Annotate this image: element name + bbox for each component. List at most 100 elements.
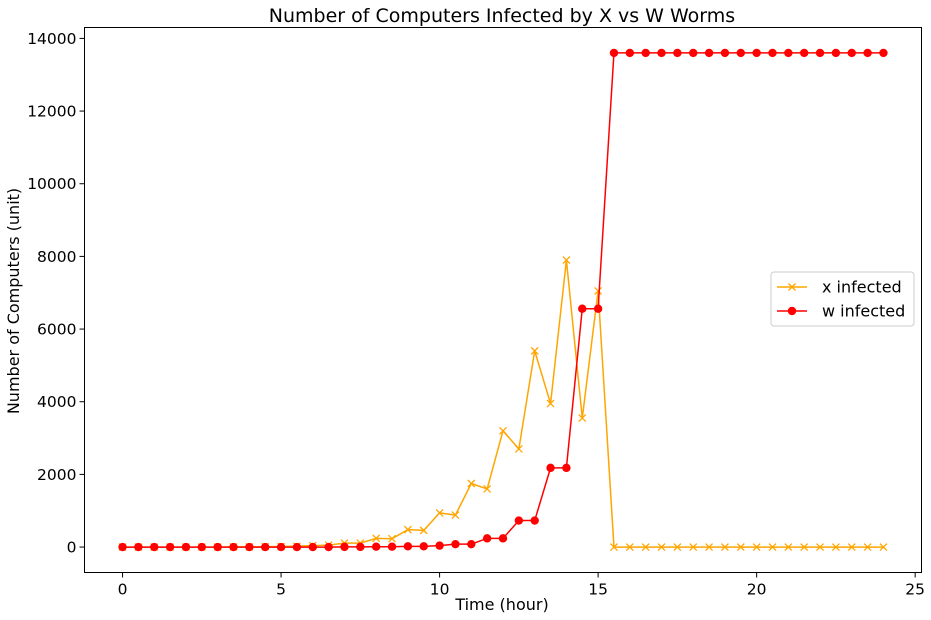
plot-area-frame: [84, 27, 922, 573]
data-point-w-infected: [704, 48, 714, 58]
y-tick-label: 2000: [37, 466, 76, 484]
data-point-w-infected: [514, 516, 524, 525]
data-point-w-infected: [578, 304, 587, 313]
data-point-x-infected: [419, 526, 428, 535]
legend-marker-w-infected: [787, 306, 797, 316]
data-point-w-infected: [641, 48, 650, 58]
data-point-w-infected: [245, 542, 254, 552]
x-axis-label: Time (hour): [454, 595, 548, 614]
data-point-x-infected: [831, 543, 840, 552]
data-point-w-infected: [689, 48, 698, 58]
y-tick-label: 4000: [37, 393, 76, 411]
data-point-w-infected: [657, 48, 666, 58]
axis-ticks: 0 5 10 15 20 25 0 2000 4000 6000 8000 10000 12000 140…: [27, 30, 925, 599]
data-point-w-infected: [847, 48, 856, 58]
legend-label-w-infected: w infected: [822, 302, 905, 321]
data-point-w-infected: [181, 542, 191, 552]
data-point-w-infected: [498, 534, 508, 543]
y-tick-label: 6000: [37, 321, 76, 339]
data-point-w-infected: [831, 48, 841, 58]
data-point-w-infected: [340, 542, 349, 552]
data-point-w-infected: [387, 542, 397, 551]
data-point-x-infected: [863, 543, 872, 552]
data-point-w-infected: [261, 542, 270, 552]
data-point-x-infected: [530, 346, 539, 355]
y-tick-label: 8000: [37, 248, 76, 266]
data-point-x-infected: [594, 286, 603, 295]
data-point-w-infected: [308, 542, 317, 552]
data-point-w-infected: [435, 541, 444, 550]
data-point-w-infected: [625, 48, 635, 58]
data-point-w-infected: [213, 542, 222, 552]
data-point-w-infected: [530, 516, 539, 525]
data-point-x-infected: [483, 484, 492, 493]
data-point-x-infected: [657, 543, 666, 552]
data-point-w-infected: [118, 542, 127, 552]
data-point-x-infected: [499, 426, 507, 435]
x-tick-label: 0: [118, 581, 128, 599]
data-point-w-infected: [371, 542, 381, 551]
legend: x infected w infected: [770, 271, 915, 327]
data-point-w-infected: [482, 534, 492, 543]
data-point-w-infected: [720, 48, 730, 58]
data-point-w-infected: [879, 48, 888, 58]
data-point-w-infected: [165, 542, 175, 552]
x-tick-label: 15: [588, 581, 608, 599]
data-point-x-infected: [467, 479, 476, 488]
data-point-x-infected: [784, 543, 793, 552]
legend-item-x-infected: x infected: [777, 278, 902, 297]
data-point-x-infected: [578, 414, 587, 423]
data-point-x-infected: [514, 445, 523, 453]
data-point-w-infected: [736, 48, 745, 58]
data-point-x-infected: [388, 534, 396, 543]
data-point-x-infected: [403, 525, 412, 534]
data-point-x-infected: [800, 543, 809, 552]
data-point-x-infected: [752, 543, 761, 552]
data-point-w-infected: [768, 48, 777, 58]
data-point-x-infected: [736, 543, 745, 552]
data-point-w-infected: [150, 542, 159, 552]
data-point-w-infected: [276, 542, 286, 552]
data-point-x-infected: [673, 543, 682, 552]
data-point-x-infected: [705, 543, 714, 552]
data-point-x-infected: [451, 511, 460, 520]
data-point-x-infected: [879, 543, 888, 552]
y-tick-label: 0: [67, 539, 77, 557]
chart-title: Number of Computers Infected by X vs W W…: [269, 5, 735, 27]
data-point-w-infected: [752, 48, 761, 58]
data-point-w-infected: [546, 463, 555, 473]
series-w-infected: [118, 48, 888, 552]
data-point-x-infected: [372, 534, 381, 543]
data-point-x-infected: [546, 399, 555, 408]
data-point-x-infected: [768, 543, 777, 552]
data-point-w-infected: [467, 539, 476, 549]
x-tick-label: 25: [905, 581, 925, 599]
data-point-x-infected: [689, 543, 698, 552]
y-tick-label: 14000: [27, 30, 76, 48]
data-point-w-infected: [356, 542, 365, 552]
y-tick-label: 10000: [27, 175, 76, 193]
data-point-x-infected: [720, 543, 729, 552]
data-point-x-infected: [847, 543, 856, 552]
data-point-w-infected: [784, 48, 793, 58]
data-point-w-infected: [134, 542, 143, 552]
legend-label-x-infected: x infected: [822, 278, 902, 297]
data-point-x-infected: [816, 543, 825, 552]
data-point-w-infected: [292, 542, 302, 552]
data-point-w-infected: [562, 463, 571, 473]
legend-box: [770, 271, 915, 327]
legend-marker-x-infected: [788, 283, 796, 291]
data-point-w-infected: [815, 48, 825, 58]
data-point-x-infected: [610, 543, 618, 552]
x-tick-label: 10: [430, 581, 450, 599]
data-point-w-infected: [799, 48, 809, 58]
data-point-w-infected: [609, 48, 619, 58]
data-point-w-infected: [451, 539, 460, 549]
x-tick-label: 20: [747, 581, 767, 599]
data-point-w-infected: [324, 542, 333, 552]
data-point-x-infected: [435, 508, 444, 517]
data-point-w-infected: [403, 542, 413, 551]
data-point-x-infected: [641, 543, 650, 552]
series-layer: [118, 48, 888, 552]
